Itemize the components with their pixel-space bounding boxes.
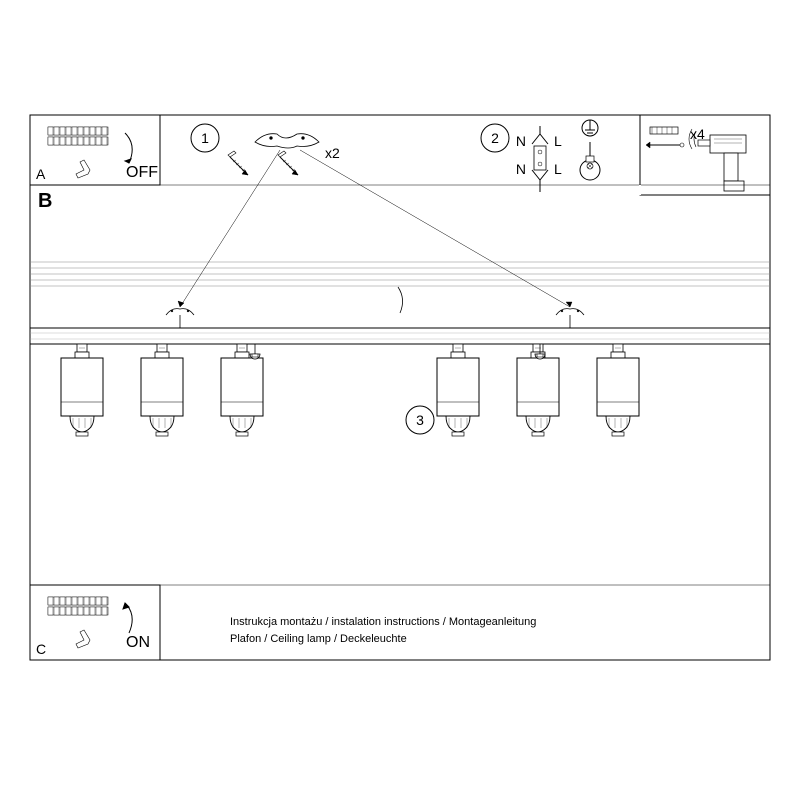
svg-text:C: C: [36, 641, 46, 657]
svg-text:x2: x2: [325, 145, 340, 161]
svg-text:Plafon / Ceiling lamp / Deckel: Plafon / Ceiling lamp / Deckeleuchte: [230, 633, 407, 645]
diagram: A OFF B 1 x2 2 N L N Lx4 3 C ON Instrukcja montażu / …: [0, 0, 800, 800]
svg-text:L: L: [554, 161, 562, 177]
svg-text:OFF: OFF: [126, 164, 158, 181]
svg-text:N: N: [516, 133, 526, 149]
svg-text:L: L: [554, 133, 562, 149]
svg-text:1: 1: [201, 130, 209, 146]
svg-text:A: A: [36, 166, 46, 182]
svg-text:B: B: [38, 190, 52, 212]
svg-text:x4: x4: [690, 126, 705, 142]
svg-text:2: 2: [491, 130, 499, 146]
svg-text:ON: ON: [126, 634, 150, 651]
svg-text:Instrukcja montażu / instalati: Instrukcja montażu / instalation instruc…: [230, 616, 536, 628]
svg-text:3: 3: [416, 412, 424, 428]
svg-text:N: N: [516, 161, 526, 177]
